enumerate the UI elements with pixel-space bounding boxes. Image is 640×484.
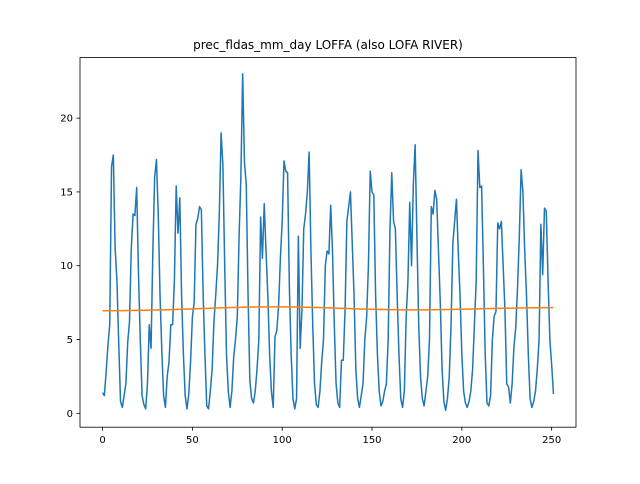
data-line — [102, 306, 554, 312]
y-tick-label: 15 — [60, 187, 73, 198]
x-tick-label: 150 — [362, 435, 381, 446]
x-tick-label: 200 — [452, 435, 471, 446]
x-tick-label: 100 — [273, 435, 292, 446]
x-tick-label: 0 — [99, 435, 105, 446]
x-tick-label: 250 — [542, 435, 561, 446]
x-tick-label: 50 — [186, 435, 199, 446]
plot-frame — [79, 57, 577, 428]
y-tick-label: 0 — [67, 409, 73, 420]
data-line — [101, 73, 555, 412]
y-tick-label: 20 — [60, 114, 73, 125]
y-tick-label: 10 — [60, 261, 73, 272]
chart-title: prec_fldas_mm_day LOFFA (also LOFA RIVER… — [193, 38, 463, 52]
y-tick-label: 5 — [67, 335, 73, 346]
